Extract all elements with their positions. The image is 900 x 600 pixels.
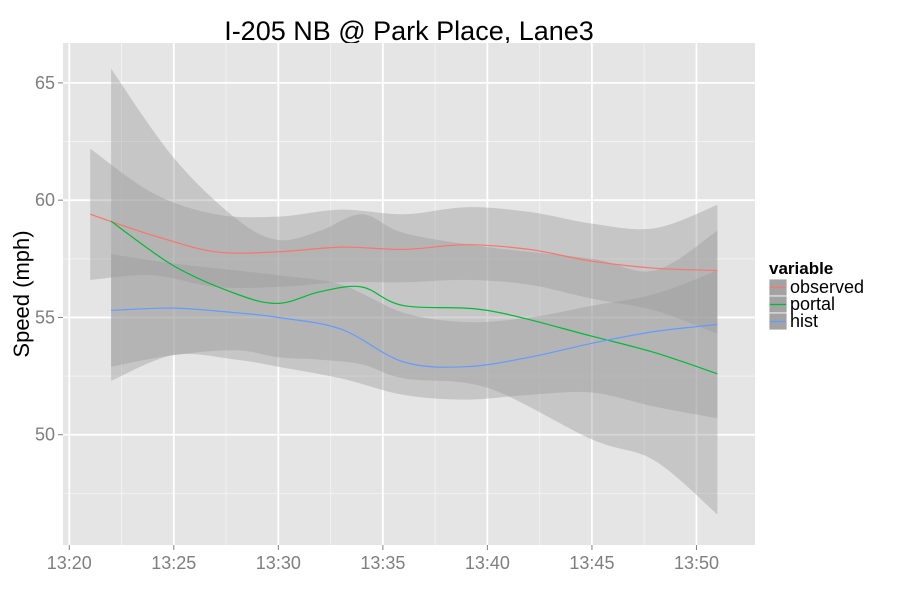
chart-title: I-205 NB @ Park Place, Lane3 [224, 16, 594, 46]
x-tick-label: 13:35 [360, 553, 405, 573]
series-lines [90, 213, 718, 375]
plot-panel [63, 43, 755, 545]
y-tick-label: 65 [35, 73, 55, 93]
band-hist [111, 254, 718, 419]
x-tick-label: 13:50 [674, 553, 719, 573]
legend-label: portal [790, 294, 835, 314]
legend-label: observed [790, 277, 864, 297]
confidence-bands [90, 68, 718, 515]
band-observed [90, 148, 718, 334]
x-tick-label: 13:40 [465, 553, 510, 573]
legend-title: variable [769, 259, 833, 278]
line-observed [90, 213, 718, 272]
legend-item-observed: observed [768, 277, 864, 297]
x-tick-label: 13:30 [256, 553, 301, 573]
x-axis: 13:20 13:25 13:30 13:35 13:40 13:45 13:50 [47, 545, 719, 573]
legend-item-hist: hist [768, 311, 818, 331]
y-axis: 50 55 60 65 [35, 73, 63, 445]
x-tick-label: 13:20 [47, 553, 92, 573]
y-axis-label: Speed (mph) [9, 230, 34, 357]
y-tick-label: 50 [35, 425, 55, 445]
x-tick-label: 13:45 [569, 553, 614, 573]
legend-label: hist [790, 311, 818, 331]
line-hist [111, 307, 718, 368]
grid-lines [63, 43, 755, 545]
y-tick-label: 60 [35, 190, 55, 210]
x-tick-label: 13:25 [151, 553, 196, 573]
line-portal [110, 220, 718, 375]
band-portal [111, 68, 718, 515]
legend-item-portal: portal [768, 294, 835, 314]
y-tick-label: 55 [35, 307, 55, 327]
